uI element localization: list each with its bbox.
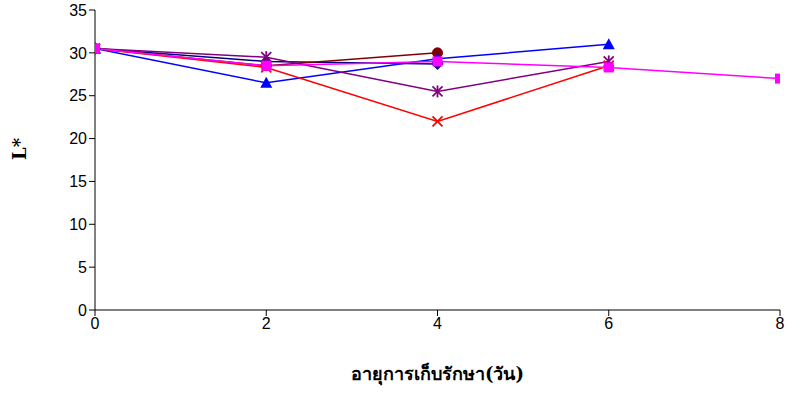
svg-text:4: 4 [433, 315, 442, 332]
svg-text:15: 15 [69, 173, 87, 190]
svg-text:35: 35 [69, 2, 87, 19]
svg-text:0: 0 [78, 302, 87, 319]
svg-text:10: 10 [69, 216, 87, 233]
svg-text:25: 25 [69, 87, 87, 104]
svg-text:8: 8 [776, 315, 785, 332]
svg-text:อายุการเก็บรักษา(วัน): อายุการเก็บรักษา(วัน) [351, 362, 524, 386]
svg-text:5: 5 [78, 259, 87, 276]
svg-text:L*: L* [9, 137, 30, 160]
svg-text:0: 0 [91, 315, 100, 332]
svg-text:2: 2 [262, 315, 271, 332]
svg-text:6: 6 [604, 315, 613, 332]
svg-text:30: 30 [69, 45, 87, 62]
svg-text:20: 20 [69, 130, 87, 147]
